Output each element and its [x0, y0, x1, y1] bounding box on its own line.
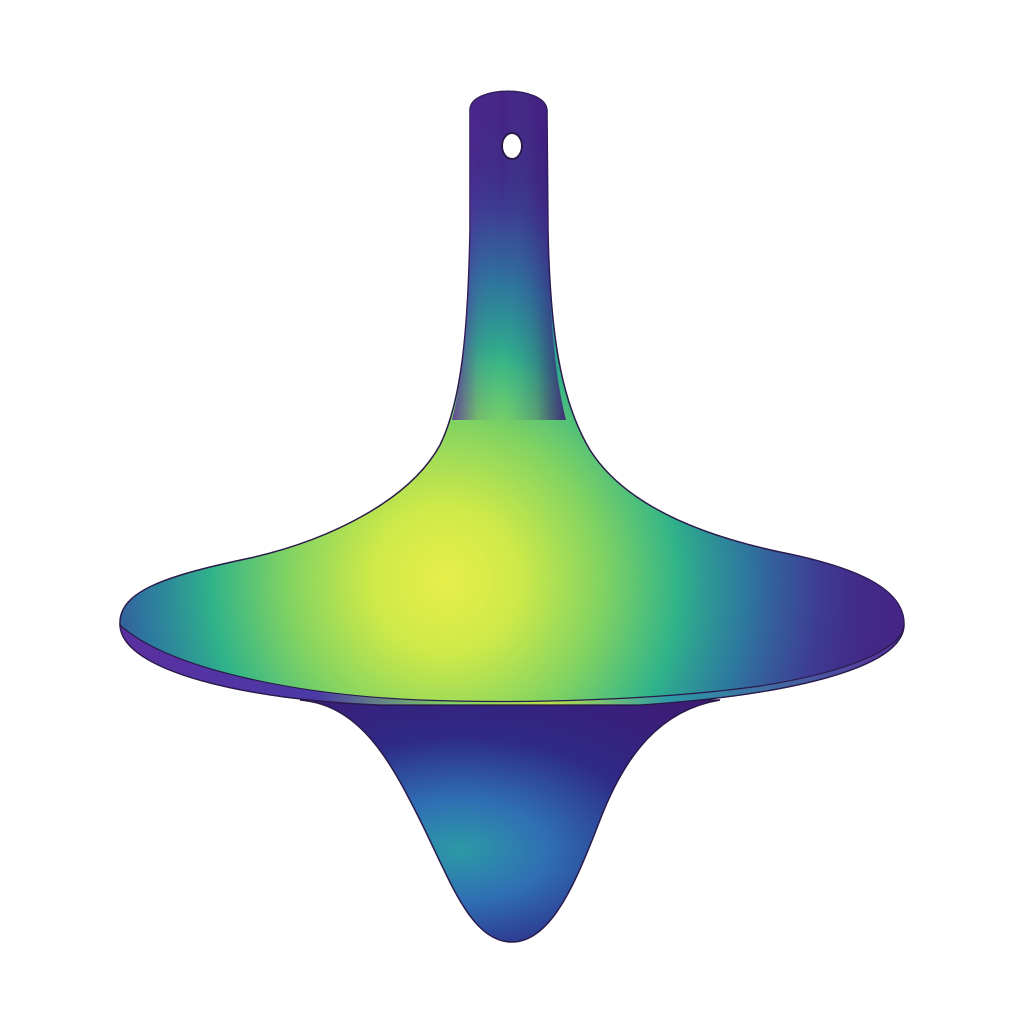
- top-stem-shading: [452, 91, 566, 420]
- top-bottom-point: [299, 699, 721, 943]
- top-rim: [119, 623, 905, 706]
- hang-hole: [501, 132, 523, 160]
